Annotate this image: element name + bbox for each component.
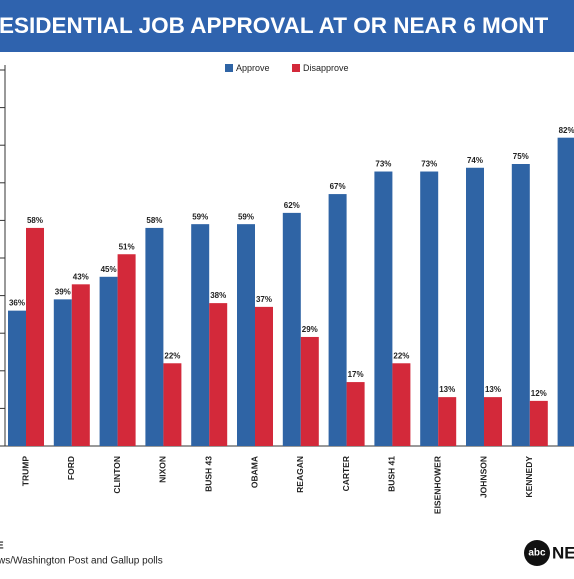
bar (529, 400, 548, 446)
value-label: 43% (73, 272, 89, 281)
x-tick-label: EISENHOWER (432, 456, 442, 514)
x-tick-label: KENNEDY (524, 456, 534, 498)
logo-circle (524, 540, 550, 566)
legend-label: Disapprove (303, 63, 349, 73)
value-label: 62% (284, 201, 300, 210)
bar (511, 164, 530, 446)
x-tick-label: CARTER (341, 456, 351, 491)
x-tick-label: REAGAN (295, 456, 305, 493)
value-label: 37% (256, 295, 272, 304)
bar (438, 397, 457, 446)
value-label: 73% (421, 160, 437, 169)
bar (328, 194, 347, 446)
x-tick-label: BUSH 43 (203, 456, 213, 492)
logo: abc (528, 548, 546, 559)
bar (8, 310, 26, 446)
bar (255, 306, 273, 446)
x-tick-label: BUSH 41 (387, 456, 397, 492)
value-label: 13% (439, 385, 455, 394)
x-tick-label: FORD (66, 456, 76, 480)
value-label: 51% (119, 242, 135, 251)
value-label: 13% (485, 385, 501, 394)
bar (117, 254, 136, 446)
value-label: 58% (146, 216, 162, 225)
legend-swatch (292, 64, 300, 72)
bar (26, 227, 44, 446)
x-tick-label: NIXON (158, 456, 168, 483)
bar (484, 397, 502, 446)
bar (346, 382, 365, 446)
value-label: 17% (348, 370, 364, 379)
bar (374, 171, 393, 446)
bar (420, 171, 439, 446)
value-label: 59% (192, 212, 208, 221)
x-tick-label: OBAMA (249, 456, 259, 488)
source-label: E (0, 541, 4, 552)
value-label: 22% (393, 351, 409, 360)
legend-label: Approve (236, 63, 270, 73)
value-label: 74% (467, 156, 483, 165)
logo-text: NE (552, 543, 574, 562)
bar (209, 303, 228, 446)
bar (145, 227, 164, 446)
value-label: 82% (559, 126, 574, 135)
x-tick-label: CLINTON (112, 456, 122, 494)
value-label: 36% (9, 299, 25, 308)
bar (71, 284, 90, 446)
value-label: 45% (101, 265, 117, 274)
value-label: 58% (27, 216, 43, 225)
value-label: 75% (513, 152, 529, 161)
bar (99, 276, 118, 446)
value-label: 22% (164, 351, 180, 360)
value-label: 67% (330, 182, 346, 191)
bar (466, 167, 484, 446)
value-label: 38% (210, 291, 226, 300)
bar (53, 299, 72, 446)
bar (237, 224, 255, 446)
bar (163, 363, 182, 446)
bar (392, 363, 411, 446)
value-label: 29% (302, 325, 318, 334)
value-label: 73% (375, 160, 391, 169)
title-bar (0, 0, 574, 52)
value-label: 59% (238, 212, 254, 221)
bar (300, 336, 319, 446)
bar (191, 224, 210, 446)
source: ws/Washington Post and Gallup polls (0, 556, 163, 567)
bar (557, 137, 574, 446)
legend-swatch (225, 64, 233, 72)
bar (282, 212, 301, 446)
x-tick-label: JOHNSON (478, 456, 488, 498)
value-label: 12% (531, 389, 547, 398)
chart-title: ESIDENTIAL JOB APPROVAL AT OR NEAR 6 MON… (0, 13, 548, 38)
value-label: 39% (55, 287, 71, 296)
x-tick-label: TRUMP (20, 456, 30, 487)
